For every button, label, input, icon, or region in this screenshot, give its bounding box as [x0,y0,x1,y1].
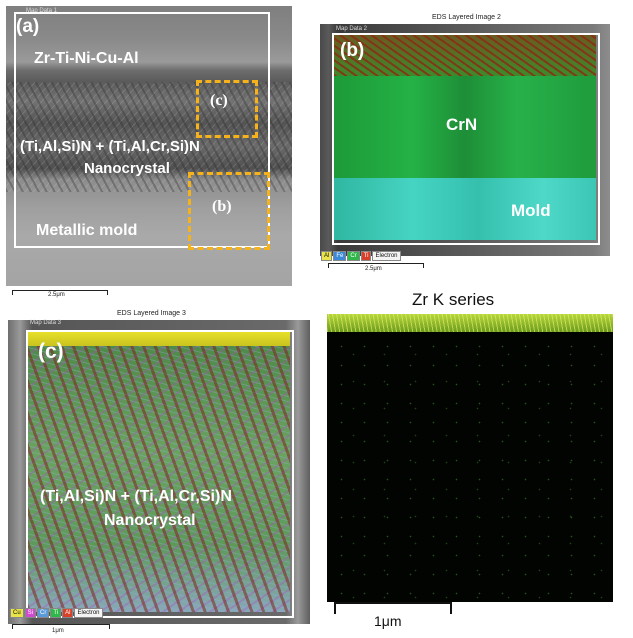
scale-bar [12,624,110,629]
mold-layer-map [334,178,596,240]
scale-label: 1μm [52,628,64,634]
zr-signal-dots [327,332,613,602]
element-legend: Cu Si Cr Ti Al Electron [10,608,103,618]
map-frame [332,33,600,245]
panel-title: EDS Layered Image 3 [117,310,186,317]
scale-label: 2.5μm [48,292,65,298]
scale-label: 1μm [374,613,402,629]
nanocrystal-label: Nanocrystal [84,160,170,177]
region-c-box [196,80,258,138]
map-data-header: Map Data 3 [30,320,62,326]
scale-bar [328,263,424,268]
map-data-header: Map Data 2 [336,26,368,32]
map-frame [26,330,294,618]
crn-layer-map [334,76,596,184]
zr-rich-layer [327,314,613,332]
legend-item: Fe [333,251,347,261]
legend-item: Ti [360,251,372,261]
panel-title: EDS Layered Image 2 [432,14,501,21]
alloy-label: Zr-Ti-Ni-Cu-Al [34,50,139,67]
panel-label: (a) [16,16,40,37]
panel-label: (b) [340,40,365,61]
map-frame [14,12,270,248]
coating-layer-map [28,346,290,612]
coating-label: (Ti,Al,Si)N + (Ti,Al,Cr,Si)N [20,138,200,155]
nanocrystal-label: Nanocrystal [104,512,196,529]
top-layer-map [334,34,596,76]
map-data-header: Map Data 1 [26,8,58,14]
legend-item: Ti [50,608,62,618]
coating-label: (Ti,Al,Si)N + (Ti,Al,Cr,Si)N [40,488,232,505]
zr-map-title: Zr K series [412,290,495,309]
scale-label: 2.5μm [365,266,382,272]
legend-item: Cr [347,251,360,261]
legend-item: Electron [74,608,103,618]
legend-item: Si [24,608,37,618]
sem-image-panel-a [6,6,292,286]
region-b-label: (b) [212,198,232,215]
metallic-mold-label: Metallic mold [36,222,138,239]
element-legend: Al Fe Cr Ti Electron [321,251,401,261]
panel-label: (c) [38,340,64,363]
top-layer-map [28,332,290,346]
legend-item: Al [321,251,333,261]
scale-bar [334,602,452,614]
region-c-label: (c) [210,92,228,109]
legend-item: Cr [37,608,50,618]
region-b-box [188,172,270,250]
legend-item: Electron [372,251,401,261]
legend-item: Al [62,608,74,618]
legend-item: Cu [10,608,24,618]
mold-label: Mold [511,201,551,220]
crn-label: CrN [446,115,478,134]
scale-bar [12,290,108,295]
